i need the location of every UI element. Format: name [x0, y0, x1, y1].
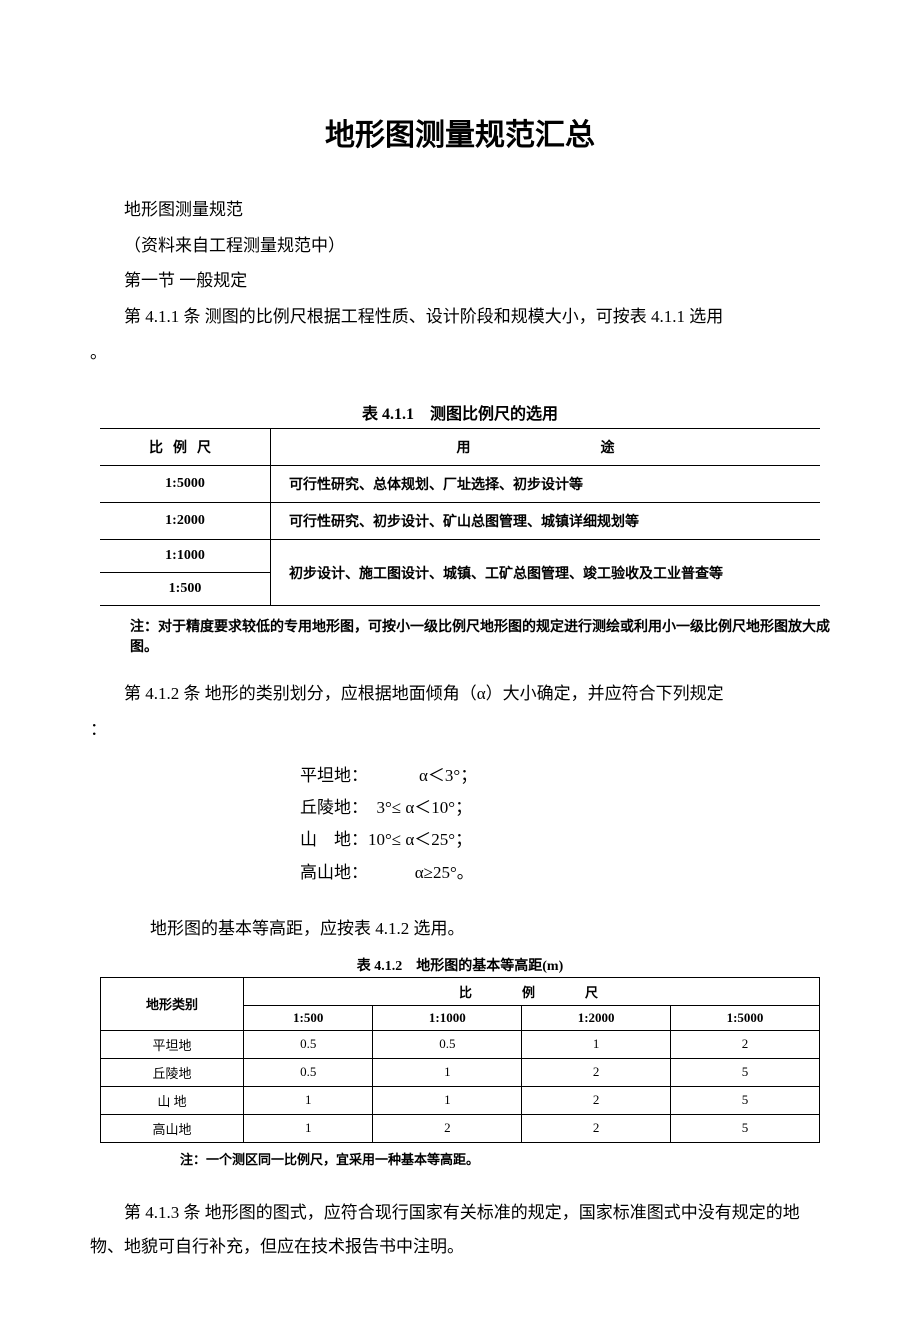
cell-value: 2 [522, 1086, 671, 1114]
cell-value: 5 [671, 1114, 820, 1142]
cell-value: 1 [522, 1030, 671, 1058]
table-412-header-row-1: 地形类别 比例尺 [101, 977, 820, 1005]
cell-value: 5 [671, 1058, 820, 1086]
terrain-line-mountain: 山 地：10°≤ α＜25°； [300, 824, 620, 856]
document-title: 地形图测量规范汇总 [90, 110, 830, 154]
spacer [90, 370, 830, 390]
table-412-col-5000: 1:5000 [671, 1005, 820, 1030]
para-section-heading: 第一节 一般规定 [90, 263, 830, 299]
terrain-line-flat: 平坦地： α＜3°； [300, 760, 620, 792]
cell-value: 2 [373, 1114, 522, 1142]
terrain-line-hill: 丘陵地： 3°≤ α＜10°； [300, 792, 620, 824]
cell-value: 0.5 [373, 1030, 522, 1058]
cell-value: 2 [671, 1030, 820, 1058]
table-row: 1:5000 可行性研究、总体规划、厂址选择、初步设计等 [100, 466, 820, 503]
cell-value: 1 [373, 1058, 522, 1086]
para-clause-413: 第 4.1.3 条 地形图的图式，应符合现行国家有关标准的规定，国家标准图式中没… [90, 1196, 830, 1264]
spacer [90, 656, 830, 676]
para-subject: 地形图测量规范 [90, 192, 830, 228]
terrain-definitions: 平坦地： α＜3°； 丘陵地： 3°≤ α＜10°； 山 地：10°≤ α＜25… [300, 760, 620, 889]
cell-value: 1 [373, 1086, 522, 1114]
cell-terrain: 山 地 [101, 1086, 244, 1114]
cell-scale: 1:500 [100, 573, 271, 606]
cell-terrain: 高山地 [101, 1114, 244, 1142]
cell-value: 5 [671, 1086, 820, 1114]
table-411: 比例尺 用途 1:5000 可行性研究、总体规划、厂址选择、初步设计等 1:20… [100, 428, 820, 606]
cell-value: 2 [522, 1114, 671, 1142]
table-412-caption: 表 4.1.2 地形图的基本等高距(m) [90, 955, 830, 975]
cell-scale: 1:2000 [100, 503, 271, 540]
table-411-caption: 表 4.1.1 测图比例尺的选用 [90, 400, 830, 424]
cell-usage: 可行性研究、总体规划、厂址选择、初步设计等 [271, 466, 821, 503]
para-colon: ： [90, 712, 830, 748]
document-page: 地形图测量规范汇总 地形图测量规范 （资料来自工程测量规范中） 第一节 一般规定… [0, 0, 920, 1341]
table-412-col-500: 1:500 [244, 1005, 373, 1030]
table-row: 平坦地 0.5 0.5 1 2 [101, 1030, 820, 1058]
table-412-col-2000: 1:2000 [522, 1005, 671, 1030]
cell-value: 0.5 [244, 1030, 373, 1058]
table-row: 1:1000 初步设计、施工图设计、城镇、工矿总图管理、竣工验收及工业普查等 [100, 540, 820, 573]
cell-value: 0.5 [244, 1058, 373, 1086]
table-412-col-1000: 1:1000 [373, 1005, 522, 1030]
cell-terrain: 平坦地 [101, 1030, 244, 1058]
cell-terrain: 丘陵地 [101, 1058, 244, 1086]
table-412-note: 注：一个测区同一比例尺，宜采用一种基本等高距。 [180, 1149, 830, 1168]
para-source: （资料来自工程测量规范中） [90, 228, 830, 264]
table-412-header-terrain: 地形类别 [101, 977, 244, 1030]
table-row: 山 地 1 1 2 5 [101, 1086, 820, 1114]
table-411-note: 注：对于精度要求较低的专用地形图，可按小一级比例尺地形图的规定进行测绘或利用小一… [130, 616, 830, 656]
para-contour-ref: 地形图的基本等高距，应按表 4.1.2 选用。 [150, 911, 830, 947]
table-411-header-scale: 比例尺 [100, 429, 271, 466]
cell-usage: 可行性研究、初步设计、矿山总图管理、城镇详细规划等 [271, 503, 821, 540]
cell-value: 2 [522, 1058, 671, 1086]
cell-value: 1 [244, 1086, 373, 1114]
table-row: 1:2000 可行性研究、初步设计、矿山总图管理、城镇详细规划等 [100, 503, 820, 540]
table-412-header-scale: 比例尺 [244, 977, 820, 1005]
para-clause-412: 第 4.1.2 条 地形的类别划分，应根据地面倾角（α）大小确定，并应符合下列规… [90, 676, 830, 712]
table-row: 丘陵地 0.5 1 2 5 [101, 1058, 820, 1086]
cell-scale: 1:1000 [100, 540, 271, 573]
table-411-header-usage: 用途 [271, 429, 821, 466]
table-412: 地形类别 比例尺 1:500 1:1000 1:2000 1:5000 平坦地 … [100, 977, 820, 1143]
cell-usage-merged: 初步设计、施工图设计、城镇、工矿总图管理、竣工验收及工业普查等 [271, 540, 821, 606]
terrain-line-high-mountain: 高山地： α≥25°。 [300, 857, 620, 889]
para-clause-411: 第 4.1.1 条 测图的比例尺根据工程性质、设计阶段和规模大小，可按表 4.1… [90, 299, 830, 335]
cell-scale: 1:5000 [100, 466, 271, 503]
table-row: 高山地 1 2 2 5 [101, 1114, 820, 1142]
table-411-header-row: 比例尺 用途 [100, 429, 820, 466]
cell-value: 1 [244, 1114, 373, 1142]
para-period: 。 [90, 335, 830, 371]
